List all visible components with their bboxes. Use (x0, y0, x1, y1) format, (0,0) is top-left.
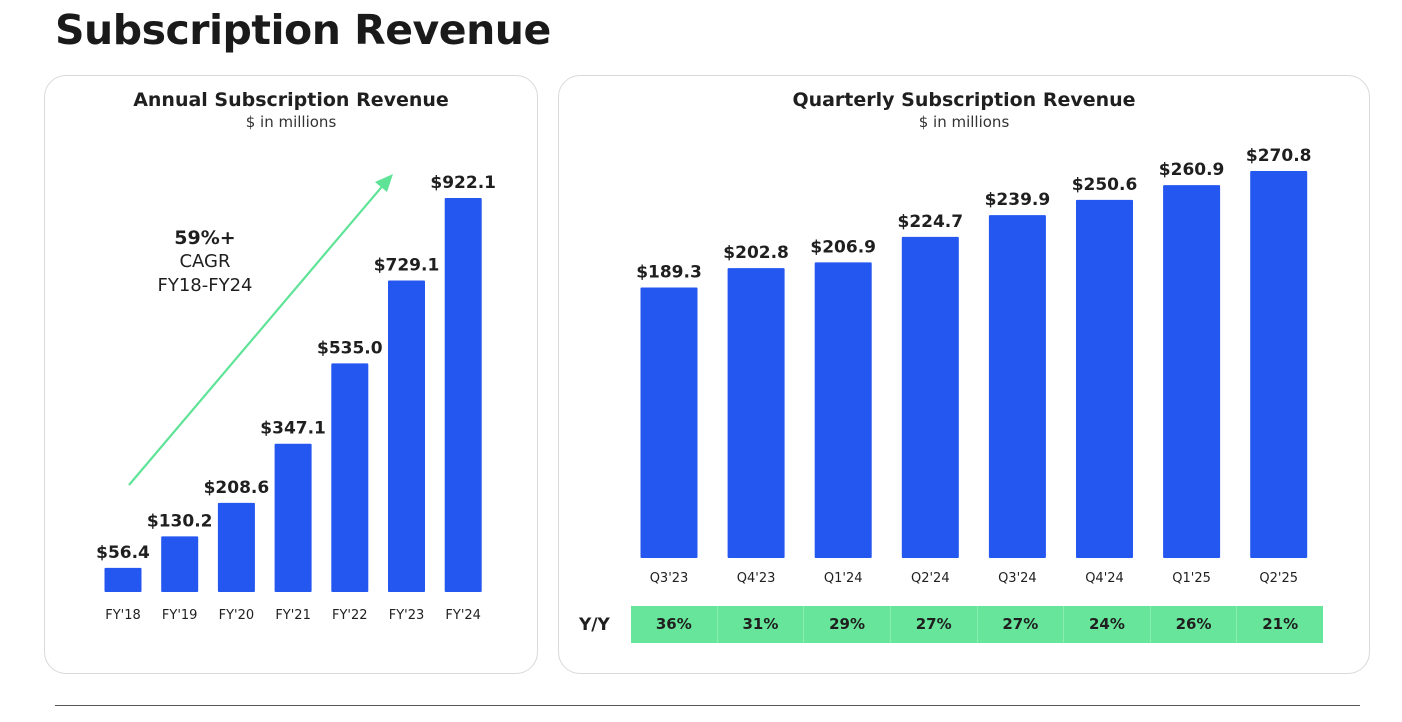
annual-bar-chart: $56.4 FY'18 $130.2 FY'19 $208.6 FY'20 $347.1 FY… (96, 173, 496, 623)
bar-value-label: $56.4 (96, 543, 150, 563)
bar-value-label: $224.7 (897, 212, 963, 232)
bar-value-label: $130.2 (147, 511, 213, 531)
x-tick-label: Q2'24 (911, 571, 950, 586)
bar (388, 280, 425, 592)
bar (1076, 199, 1133, 558)
x-tick-label: Q4'23 (737, 571, 776, 586)
annual-chart-subtitle: $ in millions (245, 113, 337, 131)
bar-value-label: $922.1 (430, 173, 496, 193)
bar (331, 363, 369, 592)
quarterly-chart-title: Quarterly Subscription Revenue (792, 89, 1136, 111)
yy-growth-cell: 26% (1149, 606, 1237, 643)
yy-growth-cell: 24% (1063, 606, 1150, 643)
yy-growth-cell: 36% (655, 615, 692, 633)
x-tick-label: FY'20 (219, 608, 255, 623)
cagr-label: CAGR (179, 251, 231, 272)
bar-value-label: $260.9 (1159, 160, 1225, 180)
bar-value-label: $189.3 (636, 262, 702, 282)
bar (1163, 185, 1221, 558)
growth-arrow-line (128, 182, 386, 486)
yy-growth-cell: 27% (976, 606, 1064, 643)
x-tick-label: Q2'25 (1259, 571, 1298, 586)
bar-value-label: $239.9 (985, 190, 1051, 210)
cagr-value: 59%+ (174, 227, 236, 249)
bar (444, 198, 482, 592)
bar (274, 443, 312, 592)
cagr-annotation: 59%+ CAGR FY18-FY24 (145, 226, 265, 298)
page-title: Subscription Revenue (55, 6, 551, 54)
bar (640, 287, 698, 558)
x-tick-label: FY'18 (105, 608, 141, 623)
yy-growth-cell: 21% (1236, 606, 1323, 643)
bar-value-label: $208.6 (204, 478, 270, 498)
quarterly-chart-panel: Quarterly Subscription Revenue $ in mill… (558, 75, 1370, 674)
bar-value-label: $202.8 (723, 243, 789, 263)
yy-growth-cell: 27% (889, 606, 977, 643)
annual-chart-panel: Annual Subscription Revenue $ in million… (44, 75, 538, 674)
bar-value-label: $729.1 (374, 255, 440, 275)
yy-label: Y/Y (579, 615, 610, 635)
bar (161, 536, 199, 592)
quarterly-chart-subtitle: $ in millions (918, 113, 1010, 131)
bar (814, 262, 872, 558)
x-tick-label: Q4'24 (1085, 571, 1124, 586)
x-tick-label: Q1'24 (824, 571, 863, 586)
yy-growth-cell: 29% (803, 606, 890, 643)
bar (104, 567, 142, 592)
bar-value-label: $347.1 (260, 419, 326, 439)
bar (901, 236, 959, 558)
x-tick-label: FY'21 (275, 608, 311, 623)
yy-growth-strip: 36% 31% 29% 27% 27% 24% 26% 21% (631, 606, 1323, 643)
bar (217, 502, 255, 592)
bar-value-label: $270.8 (1246, 146, 1312, 166)
x-tick-label: Q3'23 (650, 571, 689, 586)
bar (988, 215, 1046, 558)
annual-chart-title: Annual Subscription Revenue (133, 89, 449, 111)
cagr-period: FY18-FY24 (157, 275, 253, 296)
bar (727, 268, 785, 558)
bar-value-label: $206.9 (810, 237, 876, 257)
bar-value-label: $535.0 (317, 338, 383, 358)
yy-growth-cell: 31% (716, 606, 804, 643)
quarterly-bar-chart: $189.3 Q3'23 $202.8 Q4'23 $206.9 Q1'24 $224.7 Q… (636, 146, 1312, 586)
x-tick-label: Q1'25 (1172, 571, 1211, 586)
growth-arrow-head (375, 174, 393, 192)
bar (1250, 171, 1308, 558)
x-tick-label: FY'24 (445, 608, 481, 623)
x-tick-label: FY'23 (389, 608, 425, 623)
x-tick-label: FY'22 (332, 608, 368, 623)
bar-value-label: $250.6 (1072, 175, 1138, 195)
x-tick-label: FY'19 (162, 608, 198, 623)
footer-divider (55, 705, 1360, 706)
x-tick-label: Q3'24 (998, 571, 1037, 586)
